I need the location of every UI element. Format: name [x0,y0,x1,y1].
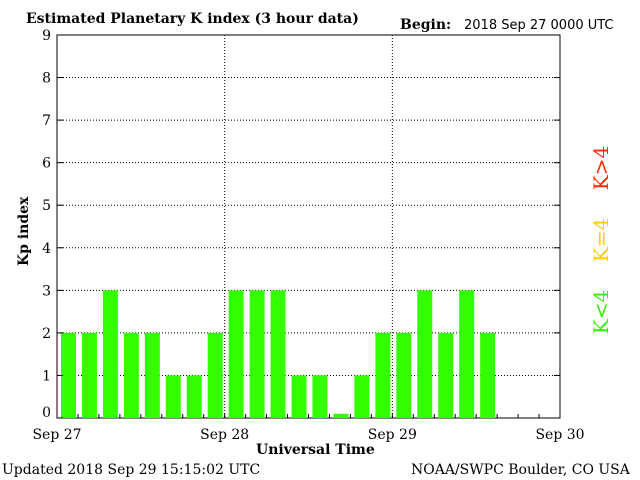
x-tick-label: Sep 28 [200,427,249,443]
y-axis-ticks: 0 1 2 3 4 5 6 7 8 9 [42,28,560,421]
kp-bar [438,332,454,418]
kp-bar [291,375,307,418]
y-tick-label: 8 [42,71,51,87]
legend: K>4 K=4 K<4 [589,146,613,334]
legend-item: K=4 [589,218,613,262]
x-tick-label: Sep 30 [535,427,584,443]
y-tick-label: 2 [42,326,51,342]
y-tick-label: 5 [42,198,51,214]
y-tick-label: 6 [42,156,51,172]
source-label: NOAA/SWPC Boulder, CO USA [411,462,631,478]
kp-bar [396,332,412,418]
y-tick-label: 7 [42,113,51,129]
kp-bar [165,375,181,418]
legend-item: K>4 [589,146,613,190]
updated-timestamp: Updated 2018 Sep 29 15:15:02 UTC [2,462,260,478]
kp-bar [333,413,349,418]
kp-bar [61,332,76,418]
kp-bar [375,332,391,418]
kp-bar [81,332,97,418]
kp-bar [144,332,160,418]
y-tick-label: 1 [42,368,51,384]
grid-lines [57,34,560,418]
y-axis-title: Kp index [16,196,32,266]
x-axis-title: Universal Time [256,442,375,458]
kp-bar [249,290,265,418]
kp-bar [228,290,244,418]
kp-bar [123,332,139,418]
kp-bar [480,332,496,418]
begin-label: Begin: [400,17,451,33]
kp-bar [354,375,370,418]
legend-item: K<4 [589,290,613,334]
y-tick-label: 3 [42,283,51,299]
y-tick-label: 9 [42,28,51,44]
y-tick-label: 4 [42,241,51,257]
x-tick-label: Sep 29 [368,427,417,443]
kp-bar [417,290,433,418]
kp-bar [186,375,202,418]
kp-bar [270,290,286,418]
kp-bar [459,290,475,418]
y-tick-label: 0 [42,405,51,421]
kp-bar [207,332,223,418]
x-tick-label: Sep 27 [32,427,81,443]
kp-bar [312,375,328,418]
begin-value: 2018 Sep 27 0000 UTC [464,18,614,33]
bars [61,290,496,418]
kp-bar [102,290,118,418]
plot-area [56,34,561,419]
x-axis-ticks: Sep 27 Sep 28 Sep 29 Sep 30 [32,414,585,443]
chart-title: Estimated Planetary K index (3 hour data… [26,11,359,27]
